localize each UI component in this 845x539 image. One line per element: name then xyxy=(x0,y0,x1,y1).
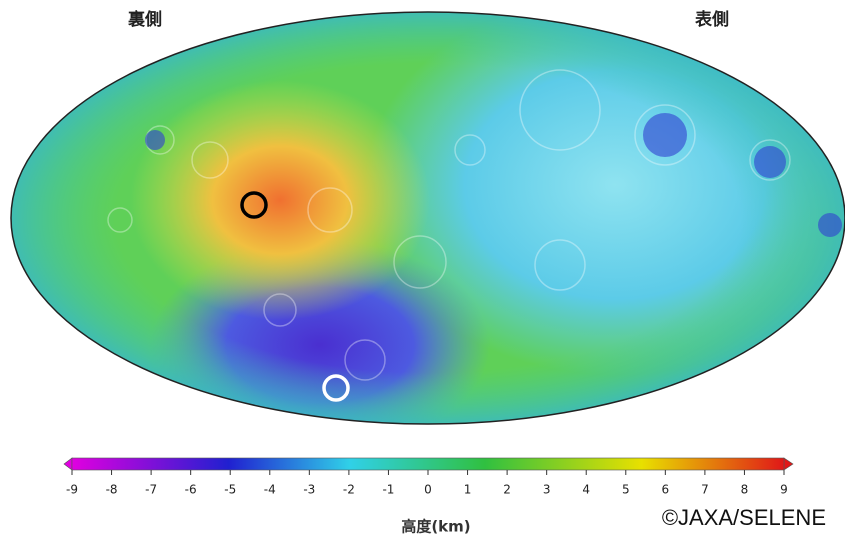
colorbar-tick-label: 9 xyxy=(780,483,788,497)
colorbar-tick-label: -9 xyxy=(66,483,78,497)
colorbar-tick-label: 0 xyxy=(424,483,432,497)
moon-map xyxy=(10,11,845,425)
colorbar-tick-label: 8 xyxy=(741,483,749,497)
credit: ©JAXA/SELENE xyxy=(662,505,826,530)
colorbar-gradient xyxy=(71,457,785,471)
colorbar-tick-label: 5 xyxy=(622,483,630,497)
colorbar-tick-label: -6 xyxy=(185,483,197,497)
far-side-label: 裏側 xyxy=(127,9,162,30)
colorbar-tick-label: -8 xyxy=(106,483,118,497)
colorbar-tick-label: 4 xyxy=(582,483,590,497)
colorbar-tick-label: -7 xyxy=(145,483,157,497)
marker-black xyxy=(240,191,268,219)
colorbar-tick-label: -1 xyxy=(382,483,394,497)
colorbar-tick-label: -5 xyxy=(224,483,236,497)
colorbar-tick-label: 2 xyxy=(503,483,511,497)
colorbar-tick-label: 1 xyxy=(464,483,472,497)
marker-white xyxy=(322,374,350,402)
colorbar: -9 -8 -7 -6 -5 -4 -3 -2 -1 0 1 2 3 4 5 6 7 8 9 xyxy=(63,457,794,497)
near-side-label: 表側 xyxy=(695,9,729,30)
colorbar-tick-label: -4 xyxy=(264,483,276,497)
colorbar-tick-label: 3 xyxy=(543,483,551,497)
colorbar-label: 高度(km) xyxy=(401,518,470,536)
colorbar-tick-label: -2 xyxy=(343,483,355,497)
colorbar-tick-label: 7 xyxy=(701,483,709,497)
colorbar-tick-label: -3 xyxy=(303,483,315,497)
colorbar-tick-label: 6 xyxy=(662,483,670,497)
